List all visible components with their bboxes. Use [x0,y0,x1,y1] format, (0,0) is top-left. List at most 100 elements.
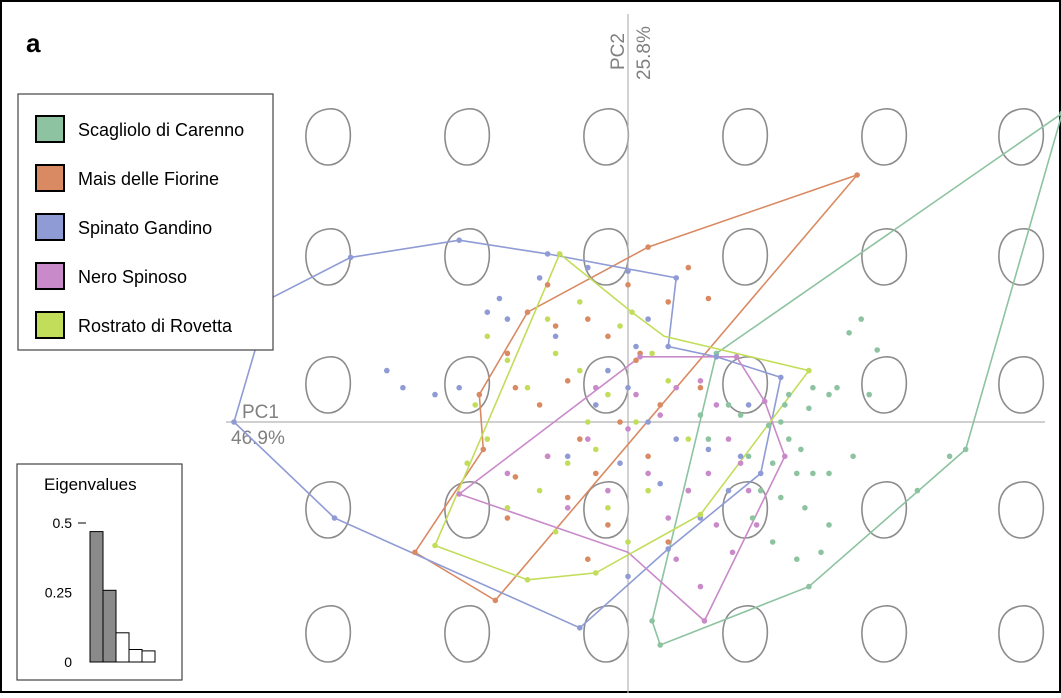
point-scagliolo-di-carenno [914,487,921,494]
background-shape-outline [444,481,491,539]
point-scagliolo-di-carenno [866,391,872,398]
eigenvalues-inset: Eigenvalues 0 0.25 0.5 [16,463,183,681]
point-scagliolo-di-carenno [850,453,856,460]
point-mais-delle-fiorine [705,295,712,302]
point-scagliolo-di-carenno [778,419,784,425]
point-rostrato-di-rovetta [665,378,671,384]
point-rostrato-di-rovetta [625,539,631,545]
background-shape-outline [305,228,352,286]
background-shape-outline [861,356,908,414]
point-rostrato-di-rovetta [504,505,511,511]
point-mais-delle-fiorine [536,402,543,408]
point-spinato-gandino [231,419,237,425]
point-spinato-gandino [737,453,744,460]
point-scagliolo-di-carenno [874,347,880,353]
legend-swatch [35,115,65,143]
eigenvalue-bar-pc5 [141,650,156,663]
point-scagliolo-di-carenno [858,316,864,322]
point-scagliolo-di-carenno [806,405,812,412]
point-nero-spinoso [593,384,599,391]
point-mais-delle-fiorine [697,384,704,391]
background-shape-outline [722,108,769,166]
point-scagliolo-di-carenno [826,522,832,528]
legend-swatch [35,262,65,290]
point-rostrato-di-rovetta [685,436,692,442]
point-mais-delle-fiorine [512,384,519,391]
point-mais-delle-fiorine [585,556,591,562]
background-shape-outline [444,605,491,663]
point-spinato-gandino [645,316,651,322]
point-rostrato-di-rovetta [564,460,571,467]
point-scagliolo-di-carenno [794,470,800,477]
point-spinato-gandino [585,264,591,271]
point-spinato-gandino [673,436,679,442]
legend-label: Nero Spinoso [78,267,187,287]
hull-nero-spinoso [457,355,786,623]
point-scagliolo-di-carenno [798,446,804,453]
point-scagliolo-di-carenno [769,460,776,467]
point-nero-spinoso [504,470,511,477]
point-rostrato-di-rovetta [464,460,471,467]
eigenvalue-bar-pc1 [89,531,104,663]
point-nero-spinoso [665,515,671,521]
point-scagliolo-di-carenno [749,515,756,521]
point-nero-spinoso [745,487,752,494]
point-mais-delle-fiorine [552,323,559,329]
legend-swatch [35,311,65,339]
point-spinato-gandino [331,515,338,521]
point-nero-spinoso [737,460,744,467]
eigenvalue-bar-pc4 [128,649,143,663]
background-shape-outline [583,356,630,414]
point-rostrato-di-rovetta [577,299,583,305]
point-spinato-gandino [673,275,679,281]
point-rostrato-di-rovetta [484,436,491,442]
point-mais-delle-fiorine [645,244,651,250]
background-shape-outline [444,108,491,166]
point-mais-delle-fiorine [685,264,692,271]
background-shape-outline [583,108,630,166]
background-shape-outline [444,228,491,286]
point-scagliolo-di-carenno [946,453,953,460]
point-nero-spinoso [713,402,720,408]
point-rostrato-di-rovetta [593,446,599,453]
point-scagliolo-di-carenno [757,487,764,494]
point-scagliolo-di-carenno [782,402,788,408]
point-mais-delle-fiorine [504,515,511,521]
point-scagliolo-di-carenno [810,384,816,391]
point-spinato-gandino [456,384,463,391]
background-shape-outline [583,481,630,539]
point-mais-delle-fiorine [544,282,551,288]
point-mais-delle-fiorine [512,474,519,480]
point-spinato-gandino [665,343,671,350]
legend-label: Scagliolo di Carenno [78,120,244,140]
legend-label: Spinato Gandino [78,218,212,238]
point-rostrato-di-rovetta [585,419,591,425]
point-rostrato-di-rovetta [472,402,479,408]
point-scagliolo-di-carenno [818,549,824,556]
background-shape-outline [305,605,352,663]
point-scagliolo-di-carenno [725,402,732,408]
point-mais-delle-fiorine [657,402,663,408]
background-shape-outline [861,108,908,166]
point-rostrato-di-rovetta [605,391,611,398]
point-spinato-gandino [778,374,784,381]
pc1-percent-label: 46.9% [231,428,285,449]
background-shape-outline [583,228,630,286]
point-scagliolo-di-carenno [778,494,784,501]
point-scagliolo-di-carenno [657,642,663,648]
point-mais-delle-fiorine [605,522,611,528]
point-nero-spinoso [673,556,679,562]
point-scagliolo-di-carenno [810,470,816,477]
point-nero-spinoso [645,470,651,477]
point-nero-spinoso [637,354,643,360]
point-rostrato-di-rovetta [633,419,639,425]
point-nero-spinoso [456,491,463,497]
point-nero-spinoso [761,398,768,405]
eigenvalues-title: Eigenvalues [44,475,137,494]
point-nero-spinoso [725,436,732,442]
point-spinato-gandino [625,384,631,391]
point-rostrato-di-rovetta [556,251,563,257]
point-nero-spinoso [697,583,704,590]
point-spinato-gandino [384,367,390,374]
